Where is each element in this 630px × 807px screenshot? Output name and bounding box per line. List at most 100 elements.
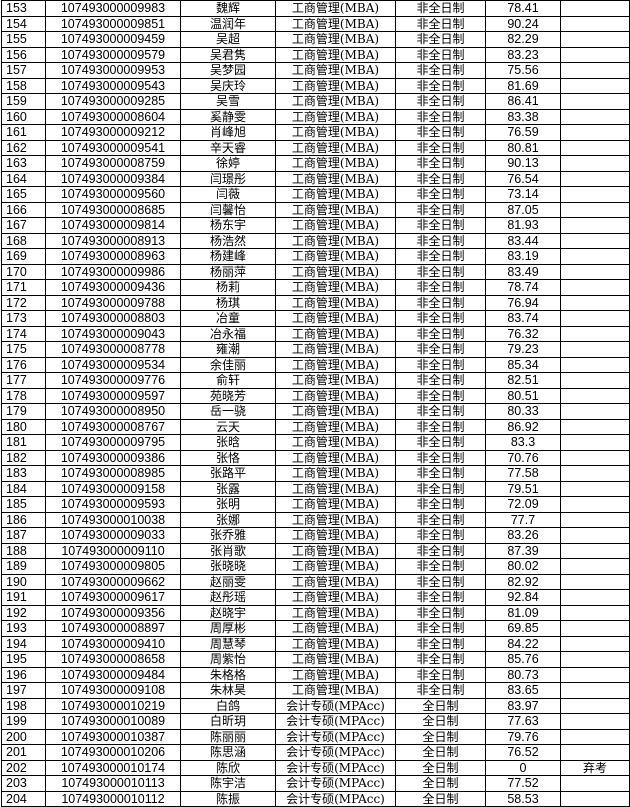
candidate-name: 杨东宇 bbox=[180, 217, 276, 234]
exam-id: 107493000009356 bbox=[45, 604, 181, 621]
remark bbox=[560, 434, 630, 451]
score: 82.29 bbox=[485, 31, 561, 48]
candidate-name: 冶童 bbox=[180, 310, 276, 327]
table-row: 186 107493000010038 张娜 工商管理(MBA) 非全日制 77.7 bbox=[1, 511, 630, 528]
remark bbox=[560, 139, 630, 156]
candidate-name: 张明 bbox=[180, 496, 276, 513]
row-number: 172 bbox=[1, 294, 46, 311]
remark bbox=[560, 697, 630, 714]
row-number: 185 bbox=[1, 496, 46, 513]
study-mode: 非全日制 bbox=[395, 139, 486, 156]
major: 会计专硕(MPAcc) bbox=[275, 728, 396, 745]
study-mode: 非全日制 bbox=[395, 232, 486, 249]
exam-id: 107493000009484 bbox=[45, 666, 181, 683]
candidate-name: 雍潮 bbox=[180, 341, 276, 358]
table-row: 196 107493000009484 朱格格 工商管理(MBA) 非全日制 80.73 bbox=[1, 666, 630, 683]
major: 工商管理(MBA) bbox=[275, 573, 396, 590]
exam-id: 107493000009579 bbox=[45, 46, 181, 63]
table-row: 178 107493000009597 苑晓芳 工商管理(MBA) 非全日制 80.51 bbox=[1, 387, 630, 404]
table-row: 170 107493000009986 杨丽萍 工商管理(MBA) 非全日制 83.49 bbox=[1, 263, 630, 280]
candidate-name: 杨莉 bbox=[180, 279, 276, 296]
row-number: 191 bbox=[1, 589, 46, 606]
row-number: 158 bbox=[1, 77, 46, 94]
score: 85.76 bbox=[485, 651, 561, 668]
score: 70.76 bbox=[485, 449, 561, 466]
candidate-name: 张晗 bbox=[180, 434, 276, 451]
exam-id: 107493000008778 bbox=[45, 341, 181, 358]
table-row: 198 107493000010219 白鸽 会计专硕(MPAcc) 全日制 83.97 bbox=[1, 697, 630, 714]
score: 81.09 bbox=[485, 604, 561, 621]
row-number: 167 bbox=[1, 217, 46, 234]
score: 77.52 bbox=[485, 775, 561, 792]
candidate-name: 张乔雅 bbox=[180, 527, 276, 544]
remark bbox=[560, 170, 630, 187]
score: 82.92 bbox=[485, 573, 561, 590]
major: 工商管理(MBA) bbox=[275, 108, 396, 125]
candidate-name: 陈宇洁 bbox=[180, 775, 276, 792]
remark bbox=[560, 186, 630, 203]
exam-id: 107493000010089 bbox=[45, 713, 181, 730]
major: 工商管理(MBA) bbox=[275, 403, 396, 420]
row-number: 175 bbox=[1, 341, 46, 358]
study-mode: 非全日制 bbox=[395, 666, 486, 683]
score: 92.84 bbox=[485, 589, 561, 606]
exam-id: 107493000009534 bbox=[45, 356, 181, 373]
remark bbox=[560, 651, 630, 668]
table-row: 195 107493000008658 周紫怡 工商管理(MBA) 非全日制 85.76 bbox=[1, 651, 630, 668]
score: 79.51 bbox=[485, 480, 561, 497]
major: 工商管理(MBA) bbox=[275, 620, 396, 637]
major: 工商管理(MBA) bbox=[275, 46, 396, 63]
study-mode: 非全日制 bbox=[395, 387, 486, 404]
exam-id: 107493000009662 bbox=[45, 573, 181, 590]
study-mode: 非全日制 bbox=[395, 279, 486, 296]
candidate-name: 吴庆玲 bbox=[180, 77, 276, 94]
row-number: 188 bbox=[1, 542, 46, 559]
exam-id: 107493000008803 bbox=[45, 310, 181, 327]
score: 79.76 bbox=[485, 728, 561, 745]
table-row: 168 107493000008913 杨浩然 工商管理(MBA) 非全日制 83.44 bbox=[1, 232, 630, 249]
candidate-name: 杨琪 bbox=[180, 294, 276, 311]
exam-id: 107493000009541 bbox=[45, 139, 181, 156]
table-row: 201 107493000010206 陈思涵 会计专硕(MPAcc) 全日制 76.52 bbox=[1, 744, 630, 761]
score: 87.05 bbox=[485, 201, 561, 218]
score: 83.23 bbox=[485, 46, 561, 63]
exam-id: 107493000009212 bbox=[45, 124, 181, 141]
remark bbox=[560, 232, 630, 249]
candidate-name: 赵彤瑶 bbox=[180, 589, 276, 606]
table-row: 175 107493000008778 雍潮 工商管理(MBA) 非全日制 79.23 bbox=[1, 341, 630, 358]
table-row: 179 107493000008950 岳一骁 工商管理(MBA) 非全日制 80.33 bbox=[1, 403, 630, 420]
major: 工商管理(MBA) bbox=[275, 434, 396, 451]
table-row: 191 107493000009617 赵彤瑶 工商管理(MBA) 非全日制 92.84 bbox=[1, 589, 630, 606]
study-mode: 非全日制 bbox=[395, 589, 486, 606]
remark bbox=[560, 124, 630, 141]
row-number: 180 bbox=[1, 418, 46, 435]
study-mode: 非全日制 bbox=[395, 170, 486, 187]
major: 工商管理(MBA) bbox=[275, 511, 396, 528]
row-number: 178 bbox=[1, 387, 46, 404]
exam-id: 107493000009597 bbox=[45, 387, 181, 404]
score: 75.56 bbox=[485, 62, 561, 79]
row-number: 186 bbox=[1, 511, 46, 528]
remark bbox=[560, 496, 630, 513]
candidate-name: 陈思涵 bbox=[180, 744, 276, 761]
study-mode: 非全日制 bbox=[395, 310, 486, 327]
row-number: 200 bbox=[1, 728, 46, 745]
row-number: 176 bbox=[1, 356, 46, 373]
row-number: 157 bbox=[1, 62, 46, 79]
candidate-name: 魏辉 bbox=[180, 0, 276, 17]
major: 工商管理(MBA) bbox=[275, 387, 396, 404]
remark bbox=[560, 682, 630, 699]
row-number: 170 bbox=[1, 263, 46, 280]
score: 80.73 bbox=[485, 666, 561, 683]
study-mode: 非全日制 bbox=[395, 108, 486, 125]
row-number: 197 bbox=[1, 682, 46, 699]
table-row: 172 107493000009788 杨琪 工商管理(MBA) 非全日制 76.94 bbox=[1, 294, 630, 311]
study-mode: 非全日制 bbox=[395, 403, 486, 420]
major: 会计专硕(MPAcc) bbox=[275, 713, 396, 730]
score: 80.33 bbox=[485, 403, 561, 420]
remark bbox=[560, 604, 630, 621]
major: 会计专硕(MPAcc) bbox=[275, 697, 396, 714]
major: 工商管理(MBA) bbox=[275, 93, 396, 110]
major: 工商管理(MBA) bbox=[275, 465, 396, 482]
